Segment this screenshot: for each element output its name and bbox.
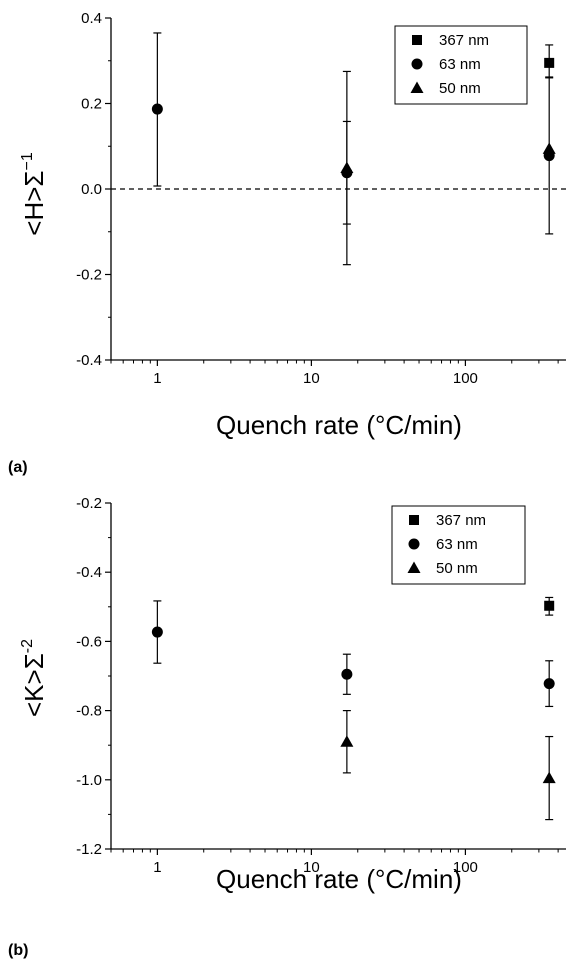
panel-b-legend-label-367-nm: 367 nm	[436, 512, 486, 529]
panel-b-point-63-nm	[341, 668, 353, 680]
panel-b-y-tick-label: -0.6	[76, 633, 102, 650]
panel-a-y-axis-title-sup: −1	[19, 152, 36, 170]
panel-a-legend-marker-50-nm	[410, 81, 424, 93]
panel-a-y-axis-title: <H>Σ−1	[19, 152, 49, 236]
panel-a-legend-label-63-nm: 63 nm	[439, 56, 481, 73]
panel-a-legend-marker-367-nm	[412, 35, 422, 45]
panel-b-point-63-nm	[151, 626, 163, 638]
panel-b-point-50-nm	[542, 771, 556, 784]
panel-a-y-tick-label: 0.2	[81, 96, 102, 113]
panel-a-point-63-nm	[151, 103, 163, 115]
panel-a-point-367-nm	[544, 57, 555, 68]
panel-b-plot: -1.2 -1.0 -0.8 -0.6 -0.4 -0.2 1 10 100 367 nm 63 n…	[76, 495, 566, 876]
panel-a-x-tick-label: 1	[153, 370, 161, 387]
panel-a-y-tick-label: 0.4	[81, 10, 102, 27]
panel-b-y-axis-title: <K>Σ-2	[19, 639, 49, 717]
panel-a-legend-label-50-nm: 50 nm	[439, 80, 481, 97]
panel-a-point-50-nm	[340, 161, 354, 174]
panel-b-x-tick-label: 10	[303, 859, 320, 876]
panel-b-y-axis-title-main: <K>Σ	[19, 653, 49, 717]
panel-a-y-tick-label: 0.0	[81, 181, 102, 198]
panel-b-point-367-nm	[544, 600, 555, 611]
panel-a-legend-marker-63-nm	[411, 58, 423, 70]
panel-a-plot: -0.4 -0.2 0.0 0.2 0.4 1 10 100 367 nm 63 nm 50 nm	[76, 10, 566, 387]
panel-b-y-tick-label: -0.8	[76, 703, 102, 720]
panel-b-legend-label-50-nm: 50 nm	[436, 560, 478, 577]
panel-a-y-axis-title-main: <H>Σ	[19, 171, 49, 236]
panel-b-legend-label-63-nm: 63 nm	[436, 536, 478, 553]
panel-a-y-tick-label: -0.2	[76, 267, 102, 284]
panel-b-y-tick-label: -1.0	[76, 772, 102, 789]
panel-b-label: (b)	[8, 942, 28, 959]
panel-a-x-axis-title: Quench rate (°C/min)	[216, 410, 462, 440]
panel-b-x-axis-title: Quench rate (°C/min)	[216, 864, 462, 894]
panel-b-y-axis-title-sup: -2	[19, 639, 36, 653]
panel-b-y-tick-label: -0.2	[76, 495, 102, 512]
panel-b-legend-marker-63-nm	[408, 538, 420, 550]
panel-b-legend-marker-50-nm	[407, 561, 421, 573]
panel-b-point-63-nm	[543, 678, 555, 690]
panel-a-point-50-nm	[542, 142, 556, 154]
panel-b-legend-marker-367-nm	[409, 515, 419, 525]
panel-a-x-tick-label: 10	[303, 370, 320, 387]
panel-a-legend-label-367-nm: 367 nm	[439, 32, 489, 49]
panel-b-y-tick-label: -1.2	[76, 841, 102, 858]
panel-a-label: (a)	[8, 459, 28, 476]
panel-b-point-50-nm	[340, 735, 354, 747]
panel-b-x-tick-label: 1	[153, 859, 161, 876]
panel-a-y-tick-label: -0.4	[76, 352, 102, 369]
panel-b-x-tick-label: 100	[453, 859, 478, 876]
panel-b-y-tick-label: -0.4	[76, 564, 102, 581]
panel-a-x-tick-label: 100	[453, 370, 478, 387]
